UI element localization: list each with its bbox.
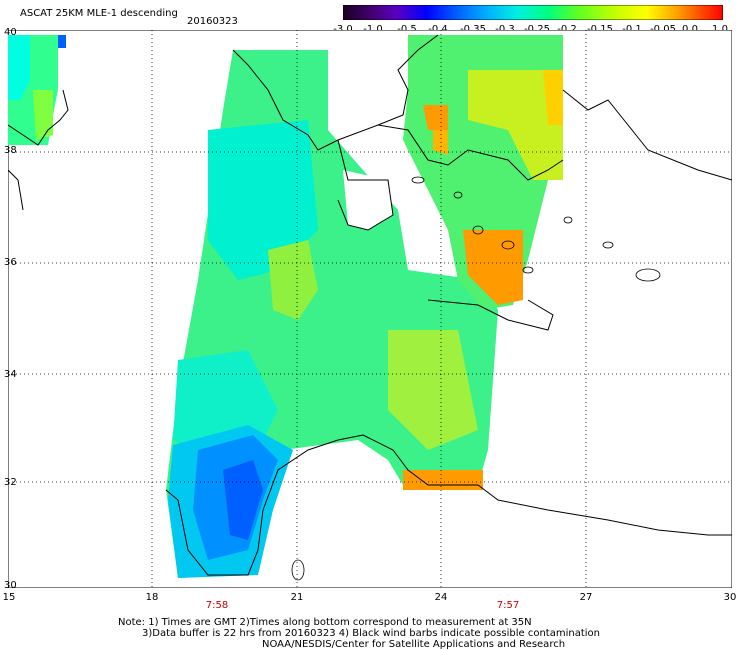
footer-credit: NOAA/NESDIS/Center for Satellite Applica… — [262, 639, 566, 650]
y-tick-label: 30 — [4, 580, 17, 591]
footer-note-line2: 3)Data buffer is 22 hrs from 20160323 4)… — [142, 628, 600, 639]
x-tick-label: 27 — [579, 592, 593, 603]
y-tick-label: 34 — [4, 369, 17, 380]
wind-map — [8, 30, 732, 588]
data-swath — [166, 50, 498, 578]
overpass-time: 7:58 — [205, 600, 229, 611]
color-scale-bar — [343, 5, 723, 20]
product-title: ASCAT 25KM MLE-1 descending — [20, 8, 178, 19]
product-date: 20160323 — [187, 16, 238, 27]
overpass-time: 7:57 — [496, 600, 520, 611]
x-tick-label: 21 — [290, 592, 304, 603]
y-tick-label: 38 — [4, 145, 17, 156]
x-tick-label: 18 — [145, 592, 159, 603]
y-tick-label: 32 — [4, 477, 17, 488]
data-patch-aegean — [403, 35, 563, 490]
x-tick-label: 24 — [434, 592, 448, 603]
islands — [291, 176, 661, 581]
data-patch-italy — [8, 35, 66, 145]
graticule — [8, 30, 732, 588]
x-tick-label: 15 — [2, 592, 16, 603]
y-tick-label: 40 — [4, 27, 17, 38]
y-tick-label: 36 — [4, 257, 17, 268]
coastlines — [8, 34, 732, 576]
footer-note-line1: Note: 1) Times are GMT 2)Times along bot… — [118, 617, 532, 628]
x-tick-label: 30 — [723, 592, 737, 603]
